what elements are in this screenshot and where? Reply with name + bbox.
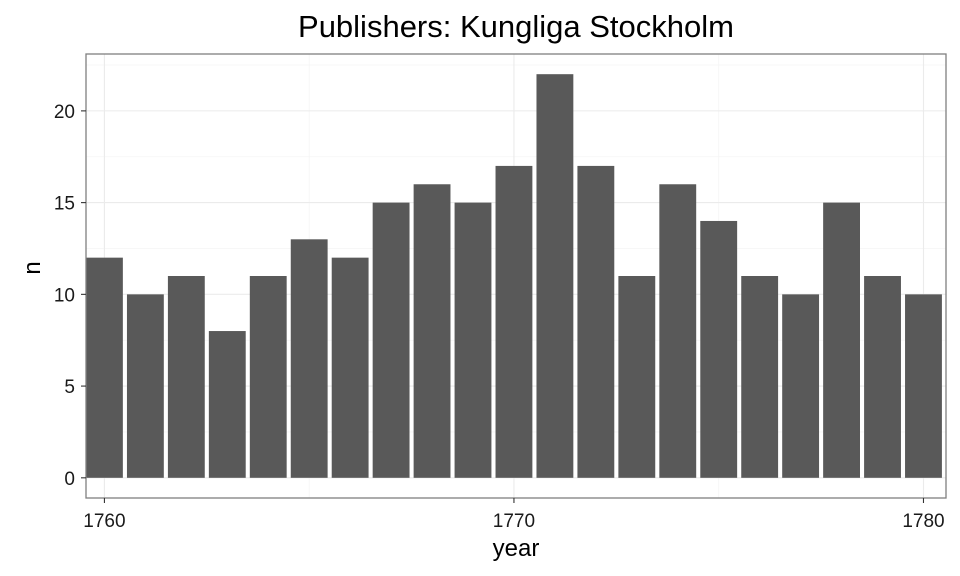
bar xyxy=(659,184,697,478)
chart-title: Publishers: Kungliga Stockholm xyxy=(298,9,734,44)
bar xyxy=(413,184,451,478)
x-tick-label: 1780 xyxy=(902,511,944,532)
bar xyxy=(905,294,942,478)
x-tick-label: 1770 xyxy=(493,511,535,532)
bar xyxy=(782,294,820,478)
y-tick-label: 5 xyxy=(64,377,75,398)
bar xyxy=(126,294,164,478)
bar xyxy=(495,165,533,478)
bar xyxy=(86,257,123,478)
y-tick-label: 15 xyxy=(54,194,75,215)
y-tick-label: 20 xyxy=(54,102,75,123)
y-axis: 0 5 10 15 20 xyxy=(54,102,86,490)
bar xyxy=(372,202,410,478)
bar xyxy=(331,257,369,478)
bar xyxy=(290,239,328,478)
bar xyxy=(167,276,205,478)
bar xyxy=(577,165,615,478)
bar xyxy=(618,276,656,478)
bar xyxy=(249,276,287,478)
panel-border xyxy=(85,53,947,499)
bars xyxy=(86,74,942,478)
x-axis-title: year xyxy=(493,535,540,562)
bar xyxy=(700,220,738,478)
y-axis-title: n xyxy=(19,261,46,274)
bar xyxy=(208,331,246,478)
x-axis: 1760 1770 1780 xyxy=(83,498,945,532)
bar xyxy=(536,74,574,478)
bar xyxy=(454,202,492,478)
bar xyxy=(864,276,901,478)
y-tick-label: 0 xyxy=(64,469,75,490)
x-tick-label: 1760 xyxy=(83,511,125,532)
bar xyxy=(823,202,860,478)
bar xyxy=(741,276,779,478)
y-tick-label: 10 xyxy=(54,285,75,306)
